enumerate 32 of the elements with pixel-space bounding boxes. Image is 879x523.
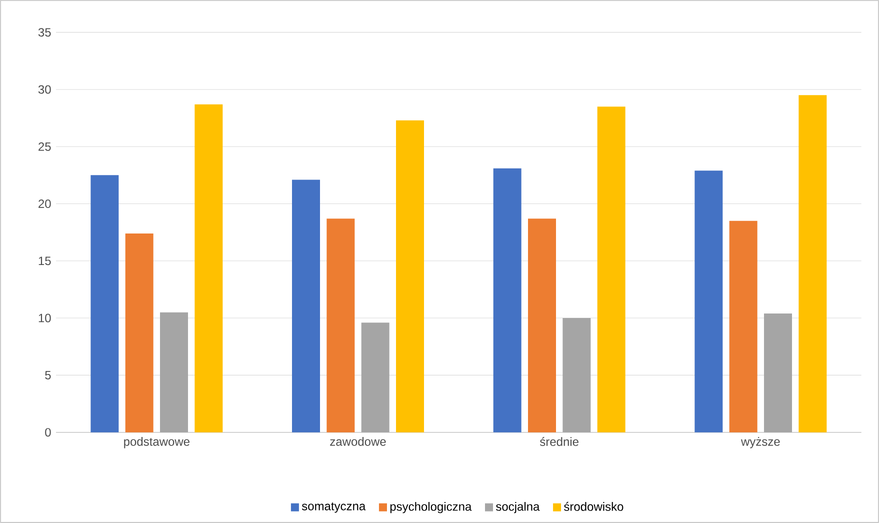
bar	[562, 318, 591, 432]
bar	[528, 218, 556, 432]
y-tick-label: 20	[38, 199, 51, 208]
x-tick-label: wyższe	[740, 437, 780, 448]
legend-label: psychologiczna	[390, 502, 472, 514]
y-tick-label: 5	[45, 370, 51, 380]
bar	[194, 104, 223, 432]
bar	[729, 220, 758, 432]
bar	[694, 170, 723, 432]
y-tick-label: 10	[38, 314, 51, 322]
y-tick-label: 25	[38, 142, 51, 151]
y-tick-label: 15	[38, 256, 51, 266]
bar	[125, 233, 154, 432]
legend-label: somatyczna	[302, 502, 366, 513]
y-tick-label: 0	[45, 428, 51, 437]
y-tick-label: 35	[38, 28, 51, 37]
legend-label: środowisko	[564, 502, 624, 511]
bar	[326, 218, 355, 432]
bar	[493, 168, 522, 432]
bar	[764, 313, 792, 432]
x-tick-label: podstawowe	[124, 437, 190, 448]
bar	[798, 95, 827, 432]
x-tick-label: średnie	[540, 437, 578, 446]
bar	[292, 180, 320, 432]
bar	[396, 120, 424, 432]
legend-label: socjalna	[496, 502, 540, 514]
bar	[597, 106, 626, 432]
bar	[90, 175, 119, 432]
bar	[361, 322, 390, 432]
x-tick-label: zawodowe	[330, 437, 386, 446]
bar	[160, 312, 188, 432]
y-tick-label: 30	[38, 85, 51, 94]
